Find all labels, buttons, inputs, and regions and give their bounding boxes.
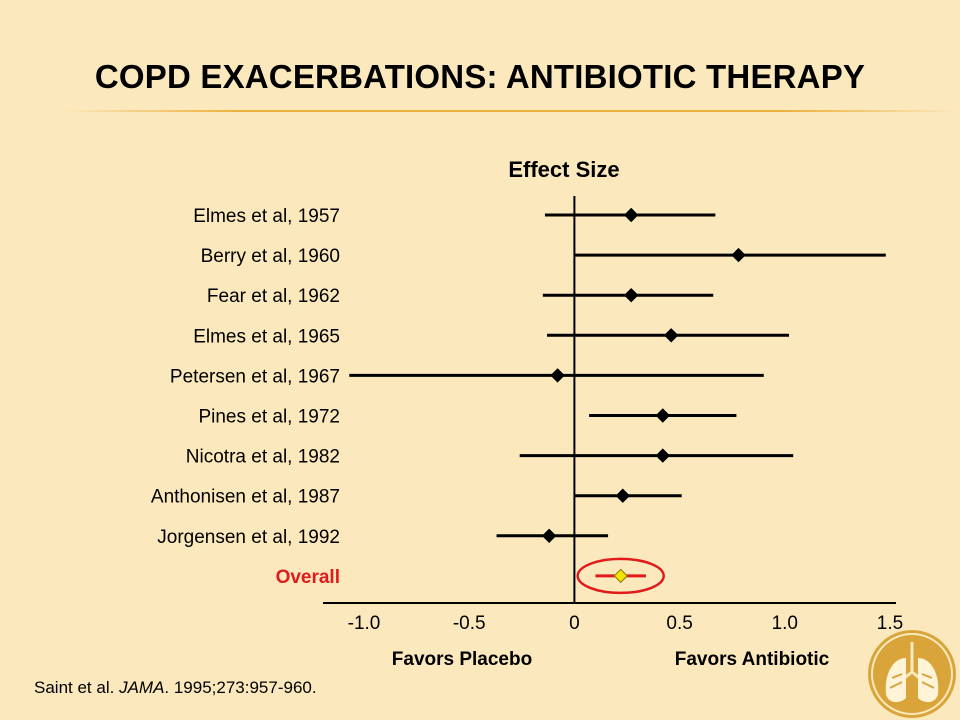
x-tick-label: -1.0 xyxy=(348,613,381,634)
study-label: Petersen et al, 1967 xyxy=(170,366,340,387)
x-tick-label: 0.5 xyxy=(666,613,692,634)
x-tick-label: -0.5 xyxy=(453,613,486,634)
study-label: Nicotra et al, 1982 xyxy=(186,447,340,468)
overall-estimate-marker xyxy=(613,568,628,584)
citation-journal: JAMA xyxy=(119,678,165,697)
favors-placebo-label: Favors Placebo xyxy=(392,649,532,670)
study-row: Elmes et al, 1957 xyxy=(193,206,716,227)
x-tick-label: 1.5 xyxy=(877,613,903,634)
chart-title: Effect Size xyxy=(508,157,619,182)
study-row: Petersen et al, 1967 xyxy=(170,366,764,387)
x-tick-label: 0 xyxy=(569,613,580,634)
study-label: Fear et al, 1962 xyxy=(207,286,340,307)
citation-details: . 1995;273:957-960. xyxy=(164,678,317,697)
slide-title: COPD EXACERBATIONS: ANTIBIOTIC THERAPY xyxy=(94,58,866,95)
overall-row: Overall xyxy=(276,557,665,595)
study-row: Elmes et al, 1965 xyxy=(193,326,790,347)
effect-estimate-marker xyxy=(550,368,565,383)
lung-logo-icon xyxy=(868,630,956,718)
citation-authors: Saint et al. xyxy=(34,678,120,697)
effect-estimate-marker xyxy=(663,328,679,343)
overall-label: Overall xyxy=(276,567,340,588)
study-label: Jorgensen et al, 1992 xyxy=(157,527,340,548)
effect-estimate-marker xyxy=(624,287,639,303)
study-label: Berry et al, 1960 xyxy=(201,246,340,267)
study-label: Anthonisen et al, 1987 xyxy=(151,487,340,508)
study-row: Pines et al, 1972 xyxy=(198,407,737,428)
effect-estimate-marker xyxy=(655,448,670,463)
effect-estimate-marker xyxy=(655,408,670,423)
study-row: Nicotra et al, 1982 xyxy=(186,447,794,468)
citation: Saint et al. JAMA. 1995;273:957-960. xyxy=(34,678,317,698)
effect-estimate-marker xyxy=(624,207,639,223)
study-label: Elmes et al, 1965 xyxy=(193,326,340,347)
effect-estimate-marker xyxy=(731,247,746,263)
study-row: Berry et al, 1960 xyxy=(201,246,886,267)
title-divider xyxy=(60,110,960,112)
effect-estimate-marker xyxy=(541,528,557,544)
study-row: Anthonisen et al, 1987 xyxy=(151,487,682,508)
study-label: Pines et al, 1972 xyxy=(198,407,340,428)
study-row: Fear et al, 1962 xyxy=(207,286,714,307)
study-label: Elmes et al, 1957 xyxy=(193,206,340,227)
effect-estimate-marker xyxy=(615,488,630,503)
x-tick-label: 1.0 xyxy=(772,613,798,634)
overall-highlight-ellipse xyxy=(576,557,665,595)
favors-antibiotic-label: Favors Antibiotic xyxy=(675,649,830,670)
study-row: Jorgensen et al, 1992 xyxy=(157,527,609,548)
